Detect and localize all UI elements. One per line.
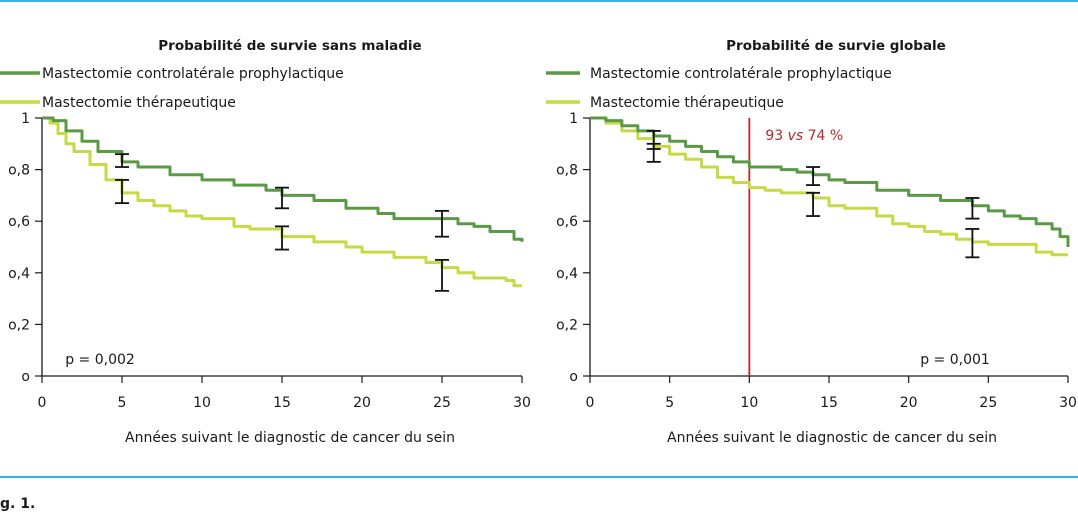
error-bar: [435, 258, 449, 292]
chart-panel-1: [35, 116, 524, 383]
y-tick-label: o,2: [8, 317, 30, 333]
y-tick-label: o,6: [8, 214, 30, 230]
x-axis-label: Années suivant le diagnostic de cancer d…: [667, 430, 997, 446]
x-tick-label: 15: [273, 395, 291, 411]
marker-label-part: 74 %: [803, 128, 843, 144]
x-tick-label: 30: [513, 395, 531, 411]
x-tick-label: 5: [665, 395, 674, 411]
x-tick-label: 20: [353, 395, 371, 411]
figure-caption: g. 1.: [0, 496, 36, 512]
error-bar: [806, 166, 821, 186]
chart-panel-2: [583, 116, 1070, 383]
x-tick-label: 0: [38, 395, 47, 411]
error-bar: [806, 191, 821, 217]
x-tick-label: 30: [1059, 395, 1077, 411]
x-tick-label: 25: [979, 395, 997, 411]
y-tick-label: o,4: [8, 266, 30, 282]
y-tick-label: 1: [21, 111, 30, 127]
y-tick-label: o,2: [556, 317, 578, 333]
chart-title: Probabilité de survie sans maladie: [158, 38, 421, 54]
y-tick-label: o,8: [556, 163, 578, 179]
error-bar: [115, 153, 129, 168]
y-tick-label: o,4: [556, 266, 578, 282]
x-axis-label: Années suivant le diagnostic de cancer d…: [125, 430, 455, 446]
series-line: [590, 116, 1068, 257]
error-bar: [275, 225, 289, 251]
error-bar: [646, 142, 661, 163]
error-bar: [965, 228, 980, 259]
y-tick-label: o,8: [8, 163, 30, 179]
x-tick-label: 10: [740, 395, 758, 411]
top-rule: [0, 0, 1078, 2]
y-tick-label: o: [569, 369, 578, 385]
x-tick-label: 15: [820, 395, 838, 411]
bottom-rule: [0, 476, 1078, 478]
x-tick-label: 0: [586, 395, 595, 411]
y-tick-label: o: [21, 369, 30, 385]
legend-label: Mastectomie controlatérale prophylactiqu…: [42, 66, 344, 82]
marker-label-part: vs: [788, 128, 804, 144]
x-tick-label: 25: [433, 395, 451, 411]
error-bar: [115, 179, 129, 205]
legend-label: Mastectomie controlatérale prophylactiqu…: [590, 66, 892, 82]
error-bar: [275, 186, 289, 210]
y-tick-label: o,6: [556, 214, 578, 230]
marker-label: 93 vs 74 %: [765, 128, 843, 144]
error-bar: [435, 209, 449, 238]
series-line: [42, 116, 522, 288]
x-tick-label: 20: [900, 395, 918, 411]
y-tick-label: 1: [569, 111, 578, 127]
error-bar: [965, 197, 980, 220]
x-tick-label: 5: [118, 395, 127, 411]
chart-title: Probabilité de survie globale: [726, 38, 946, 54]
x-tick-label: 10: [193, 395, 211, 411]
marker-label-part: 93: [765, 128, 787, 144]
p-value-label: p = 0,002: [65, 352, 135, 368]
p-value-label: p = 0,001: [920, 352, 990, 368]
legend-label: Mastectomie thérapeutique: [42, 95, 236, 111]
legend-label: Mastectomie thérapeutique: [590, 95, 784, 111]
